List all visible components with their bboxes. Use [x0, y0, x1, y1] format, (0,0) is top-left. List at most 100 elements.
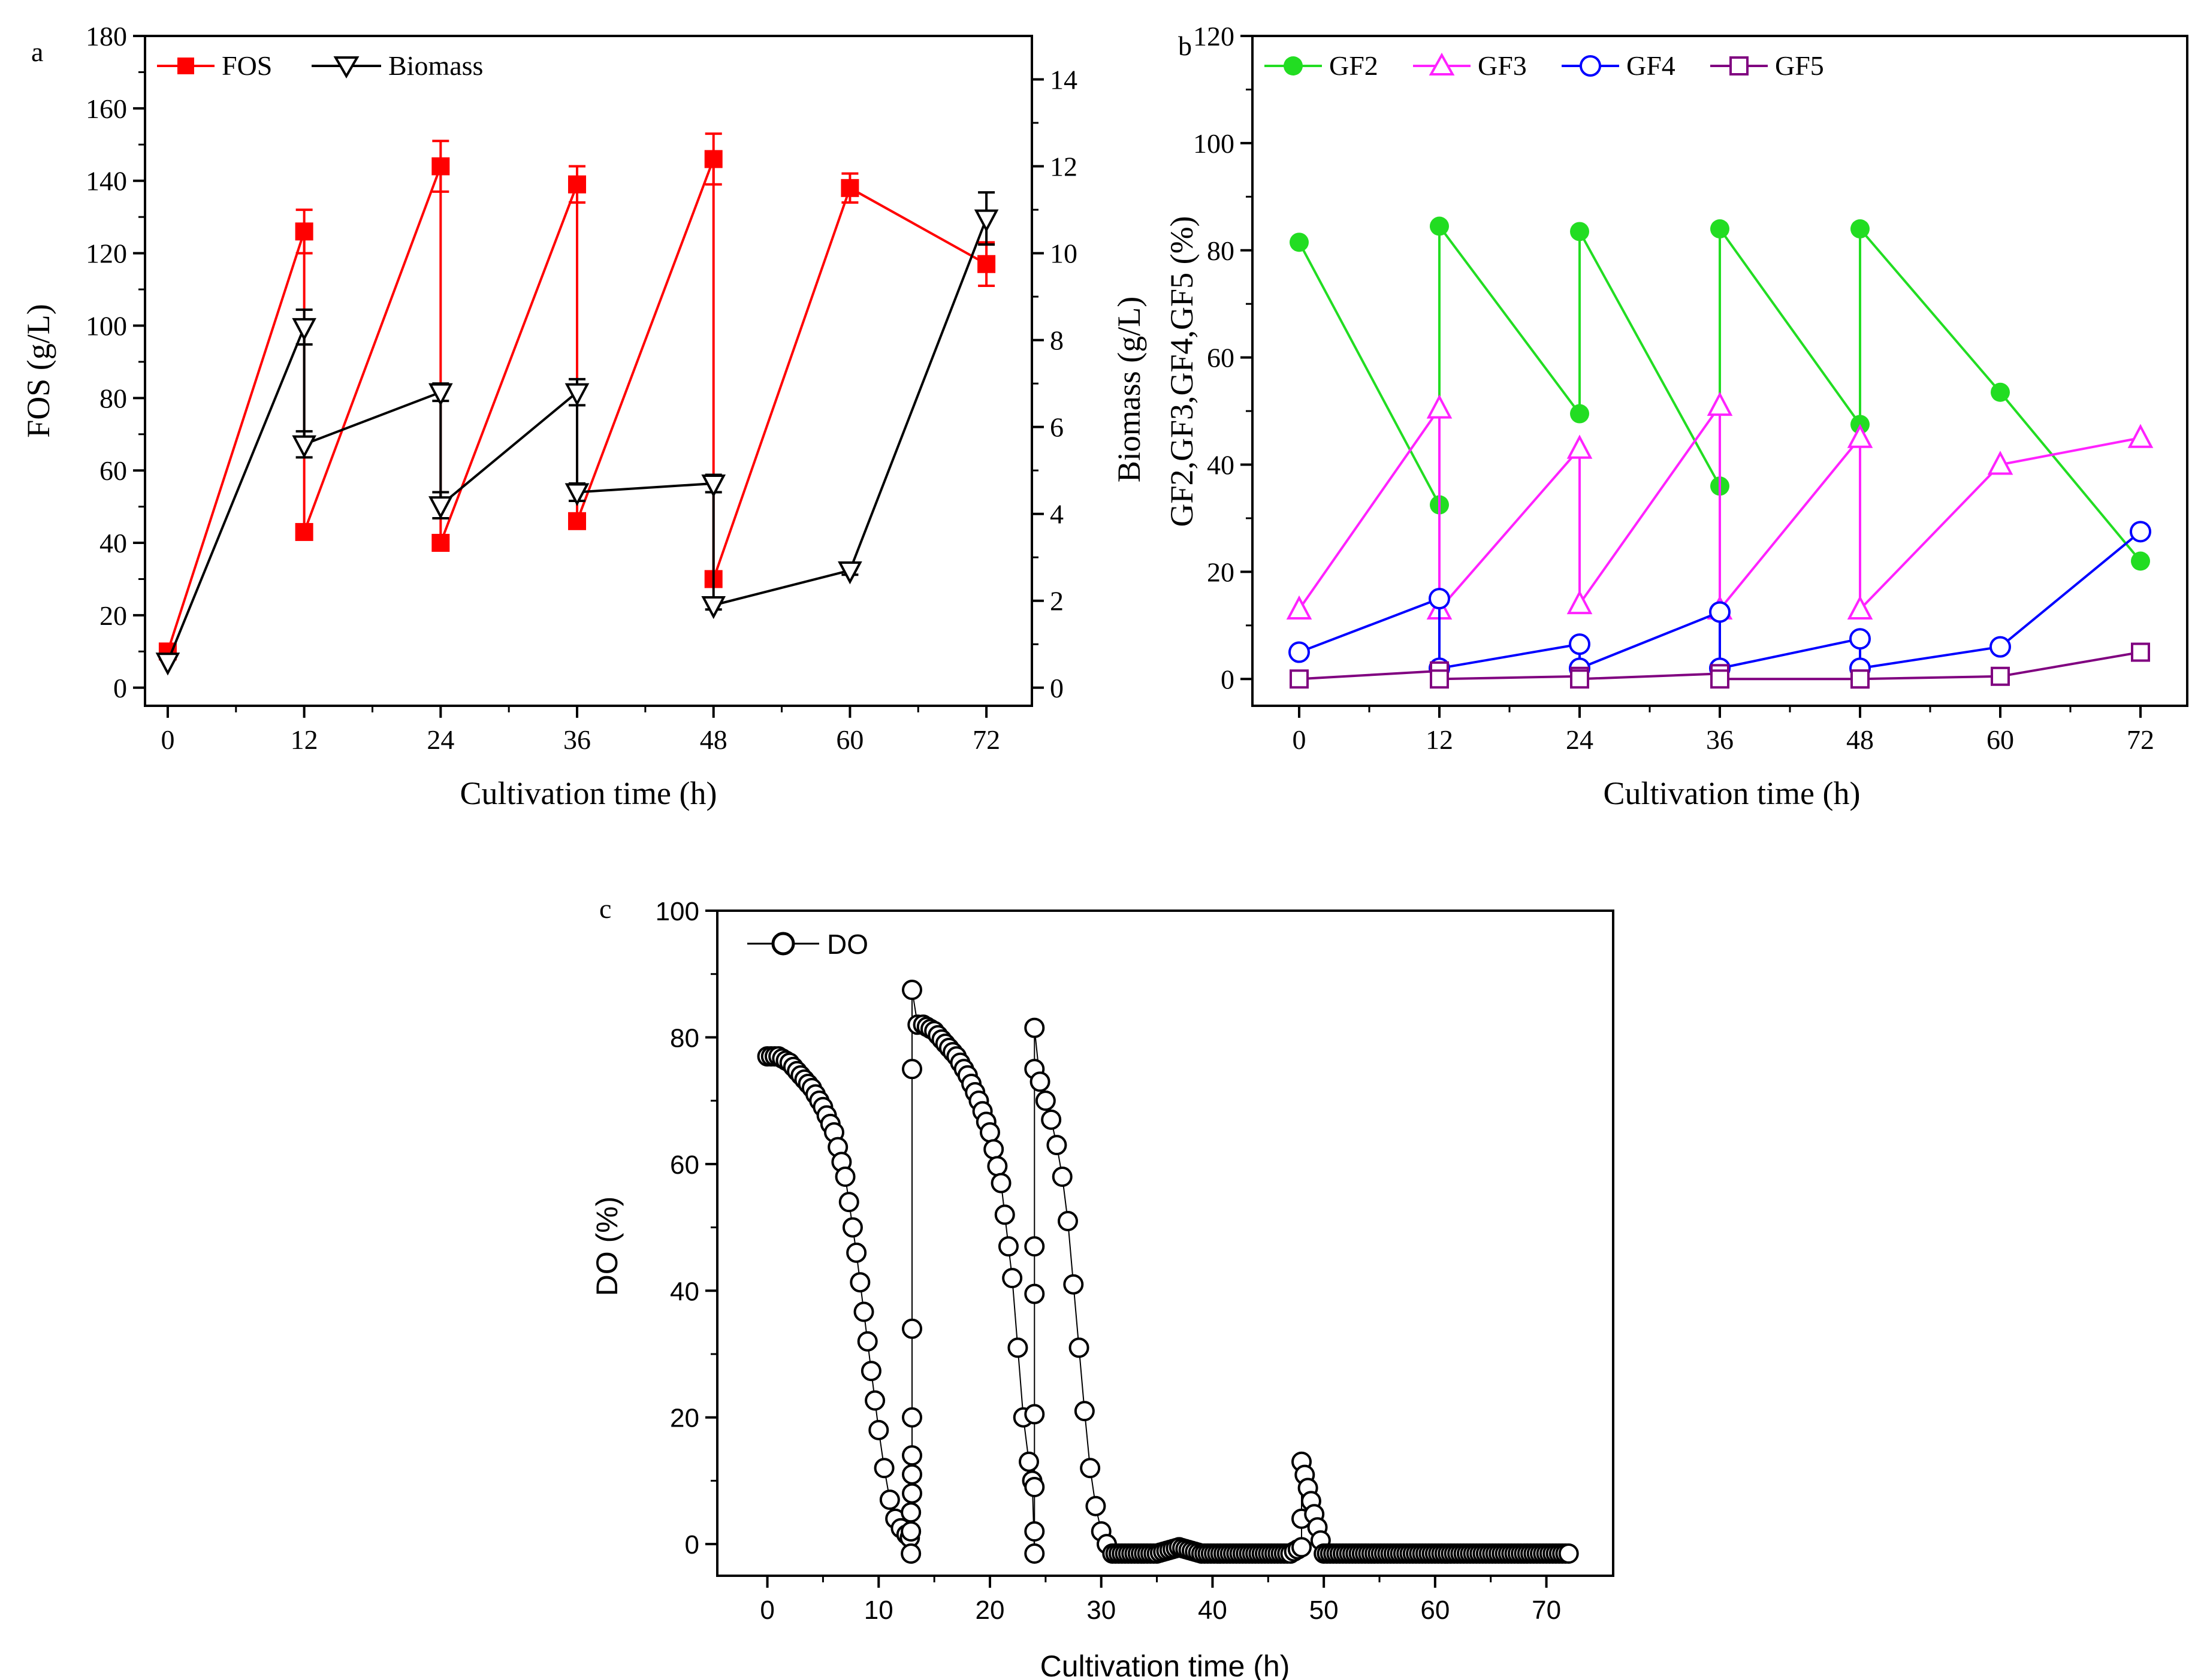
data-point-fos [568, 512, 587, 530]
y2-tick-label: 4 [1050, 499, 1064, 530]
data-point-do [901, 1521, 922, 1542]
legend-gf4-label: GF4 [1626, 50, 1675, 81]
data-point-do [1035, 1090, 1056, 1111]
data-point-do [1019, 1451, 1039, 1472]
data-point-do [1041, 1109, 1062, 1130]
panel-c-legend: DO [747, 929, 868, 960]
data-point-gf3 [1286, 595, 1312, 620]
y-tick-label: 160 [86, 93, 127, 124]
panel-b-y-axis: 0 20 40 60 80 100 120 [1193, 21, 1252, 694]
data-point-fos [568, 175, 587, 194]
data-point-gf3 [1566, 590, 1593, 615]
data-point-do [1002, 1268, 1023, 1289]
y2-tick-label: 6 [1050, 412, 1064, 443]
data-point-do [868, 1419, 889, 1440]
data-point-do [1024, 1236, 1045, 1257]
data-point-do [902, 1059, 922, 1080]
data-point-fos [295, 222, 313, 241]
data-point-do [998, 1236, 1019, 1257]
data-point-gf2 [1570, 222, 1589, 241]
panel-a-y-axis-right: 0 2 4 6 8 10 12 14 [1032, 65, 1077, 703]
data-point-gf5 [1850, 669, 1870, 689]
y-tick-label: 0 [1221, 664, 1234, 694]
y2-tick-label: 12 [1050, 152, 1077, 182]
y-tick-label: 100 [656, 897, 699, 926]
data-point-do [991, 1173, 1012, 1193]
x-tick-label: 24 [427, 724, 454, 755]
y2-tick-label: 8 [1050, 325, 1064, 356]
panel-b-legend: GF2 GF3 GF4 GF5 [1264, 50, 1824, 81]
data-point-gf2 [1850, 219, 1870, 238]
y2-tick-label: 10 [1050, 238, 1077, 269]
panel-a-letter: a [31, 37, 43, 67]
data-point-do [902, 1464, 922, 1485]
data-point-do [902, 1318, 922, 1339]
x-tick-label: 72 [2127, 724, 2154, 755]
data-point-do [1063, 1274, 1084, 1295]
x-tick-label: 36 [1706, 724, 1734, 755]
data-point-biomass [292, 435, 316, 458]
data-point-do [842, 1217, 863, 1238]
data-point-biomass [564, 383, 590, 406]
x-tick-label: 12 [1426, 724, 1453, 755]
panel-c-plot-frame [716, 910, 1614, 1577]
data-point-fos [977, 255, 996, 273]
data-point-do [1007, 1337, 1028, 1358]
data-point-do [987, 1156, 1008, 1177]
data-point-fos [295, 522, 313, 541]
data-point-do [835, 1167, 856, 1187]
panel-a-x-axis-title: Cultivation time (h) [460, 775, 717, 811]
data-point-gf4 [1569, 633, 1590, 655]
data-point-gf4 [2130, 521, 2151, 543]
y-tick-label: 100 [1193, 128, 1234, 159]
data-point-do [846, 1242, 867, 1263]
data-point-do [1024, 1521, 1045, 1542]
data-point-gf3 [1847, 595, 1873, 620]
data-point-biomass [428, 496, 453, 519]
y-tick-label: 40 [670, 1277, 699, 1306]
x-tick-label: 48 [1846, 724, 1874, 755]
data-point-do [1080, 1458, 1101, 1479]
y-tick-label: 0 [113, 673, 127, 703]
y-tick-label: 20 [670, 1404, 699, 1433]
x-tick-label: 0 [760, 1596, 774, 1625]
legend-gf5-label: GF5 [1775, 50, 1824, 81]
data-point-fos [431, 534, 450, 552]
data-point-do [901, 1502, 922, 1523]
panel-a: a 0 12 24 36 48 60 72 020406080100120140160180… [20, 21, 1147, 811]
data-point-do [1029, 1071, 1050, 1092]
panel-a-x-axis: 0 12 24 36 48 60 72 [161, 706, 1000, 755]
panel-b: b 0 12 24 36 48 60 72 0 20 40 60 80 100 120 Cultivat… [1164, 21, 2188, 811]
panel-b-x-axis-title: Cultivation time (h) [1604, 775, 1861, 811]
panel-c-y-axis: 0 20 40 60 80 100 [656, 897, 717, 1560]
data-point-biomass [838, 561, 862, 585]
data-point-do [1024, 1283, 1045, 1304]
data-point-do [902, 1483, 922, 1504]
y-tick-label: 80 [1207, 235, 1234, 266]
data-point-gf2 [1710, 219, 1729, 238]
data-point-gf3 [2127, 424, 2154, 448]
legend-fos-marker [177, 58, 194, 74]
legend-do-label: DO [827, 929, 868, 960]
data-point-fos [704, 150, 723, 168]
data-point-gf4 [1849, 628, 1871, 650]
x-tick-label: 40 [1198, 1596, 1227, 1625]
data-point-gf5 [1570, 669, 1589, 689]
panel-a-series [155, 132, 999, 676]
x-tick-label: 60 [1420, 1596, 1450, 1625]
data-point-do [1024, 1543, 1045, 1564]
data-point-do [865, 1390, 886, 1411]
panel-b-series [1286, 216, 2154, 689]
data-point-do [879, 1489, 900, 1510]
legend-biomass-label: Biomass [388, 50, 483, 81]
data-point-do [1291, 1537, 1312, 1558]
data-point-do [1085, 1495, 1106, 1516]
panel-b-y-axis-title: GF2,GF3,GF4,GF5 (%) [1164, 216, 1200, 527]
x-tick-label: 48 [700, 724, 727, 755]
data-point-biomass [564, 483, 590, 506]
y-tick-label: 60 [99, 455, 127, 486]
data-point-do [1068, 1337, 1089, 1358]
panel-a-y-axis-title: FOS (g/L) [20, 304, 56, 438]
data-point-do [838, 1192, 859, 1213]
